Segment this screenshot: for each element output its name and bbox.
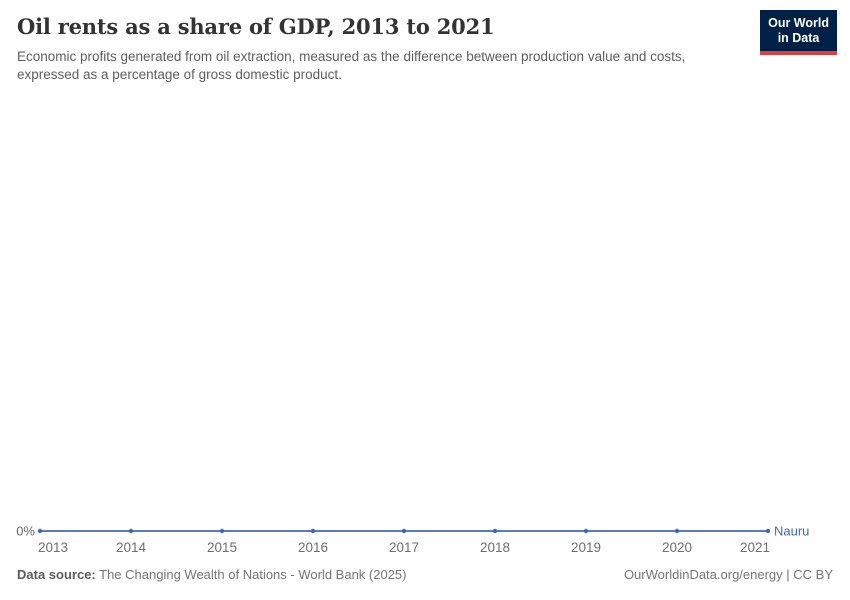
data-point-2016[interactable]: [310, 528, 316, 534]
x-axis-label-2013: 2013: [38, 540, 68, 555]
x-axis-label-2015: 2015: [207, 540, 237, 555]
data-point-2018[interactable]: [492, 528, 498, 534]
chart-footer: Data source: The Changing Wealth of Nati…: [17, 567, 833, 582]
license-link[interactable]: OurWorldinData.org/energy | CC BY: [623, 567, 833, 582]
x-axis-label-2019: 2019: [571, 540, 601, 555]
entity-label-nauru[interactable]: Nauru: [774, 524, 809, 539]
chart-subtitle: Economic profits generated from oil extr…: [17, 49, 686, 82]
data-point-2020[interactable]: [674, 528, 680, 534]
data-source-value: The Changing Wealth of Nations - World B…: [99, 567, 407, 582]
data-source-note: Data source: The Changing Wealth of Nati…: [17, 567, 407, 582]
owid-logo-line2: in Data: [777, 31, 820, 45]
x-axis-label-2017: 2017: [389, 540, 419, 555]
data-point-2019[interactable]: [583, 528, 589, 534]
data-point-2017[interactable]: [401, 528, 407, 534]
owid-logo-line1: Our World: [768, 16, 829, 30]
page-title: Oil rents as a share of GDP, 2013 to 202…: [17, 14, 495, 39]
data-point-2013[interactable]: [37, 528, 43, 534]
x-axis-label-2018: 2018: [480, 540, 510, 555]
data-point-2021[interactable]: [765, 528, 771, 534]
data-point-2014[interactable]: [128, 528, 134, 534]
x-axis-label-2016: 2016: [298, 540, 328, 555]
x-axis-label-2014: 2014: [116, 540, 147, 555]
y-axis-tick-label: 0%: [16, 524, 35, 539]
x-axis-label-2021: 2021: [740, 540, 770, 555]
data-point-2015[interactable]: [219, 528, 225, 534]
x-axis-label-2020: 2020: [662, 540, 692, 555]
chart-header: Oil rents as a share of GDP, 2013 to 202…: [17, 14, 750, 84]
owid-logo[interactable]: Our World in Data: [760, 10, 837, 55]
data-source-label: Data source:: [17, 567, 96, 582]
